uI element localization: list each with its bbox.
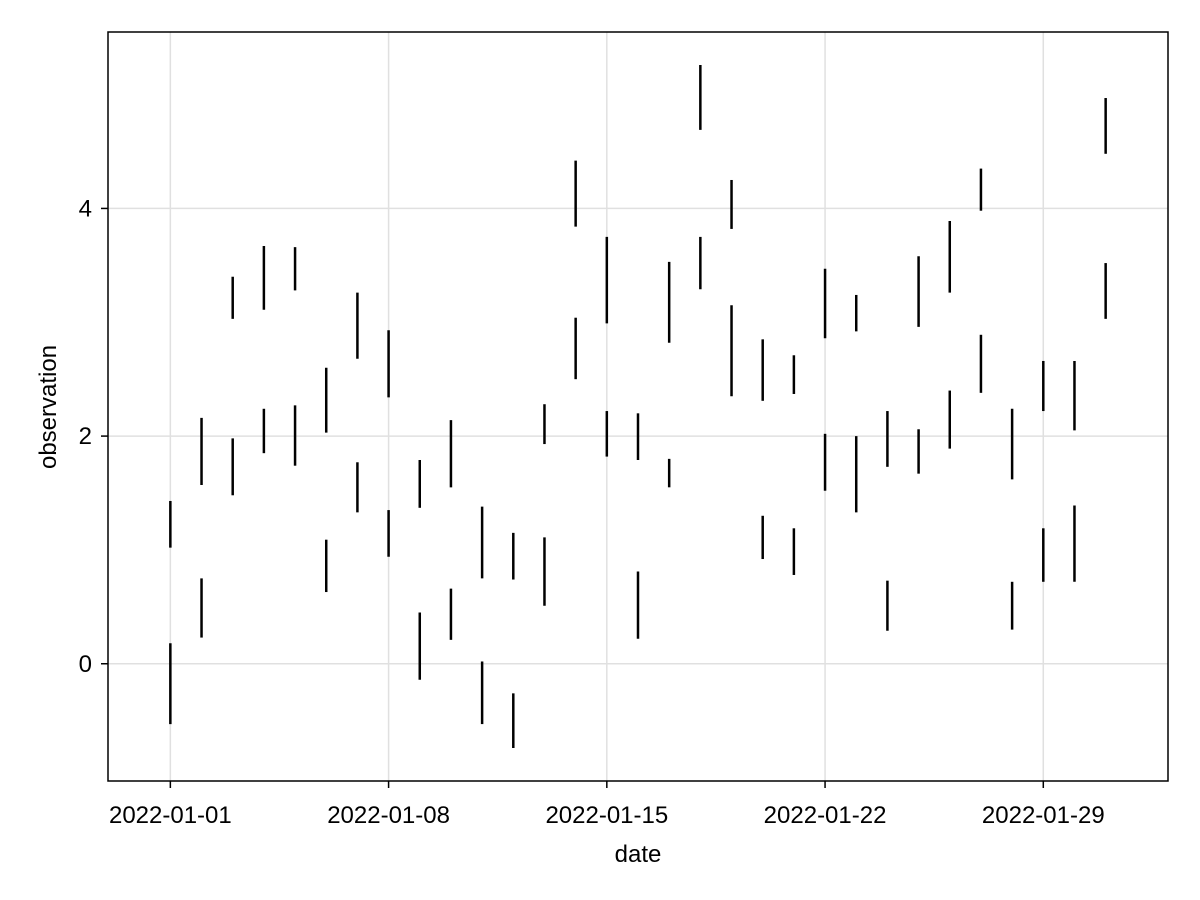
- y-axis-title: observation: [35, 345, 62, 469]
- x-tick-label: 2022-01-15: [545, 802, 668, 829]
- x-tick-label: 2022-01-01: [109, 802, 232, 829]
- y-tick-label: 0: [79, 651, 92, 678]
- x-tick-label: 2022-01-08: [327, 802, 450, 829]
- y-tick-label: 4: [79, 195, 92, 222]
- x-tick-label: 2022-01-29: [982, 802, 1105, 829]
- x-axis-title: date: [615, 841, 662, 868]
- bars-layer: [169, 65, 1107, 748]
- x-tick-label: 2022-01-22: [764, 802, 887, 829]
- y-tick-label: 2: [79, 423, 92, 450]
- axes-layer: 2022-01-01 2022-01-08 2022-01-15 2022-01-22…: [79, 31, 1169, 829]
- plot-frame: [107, 31, 1169, 782]
